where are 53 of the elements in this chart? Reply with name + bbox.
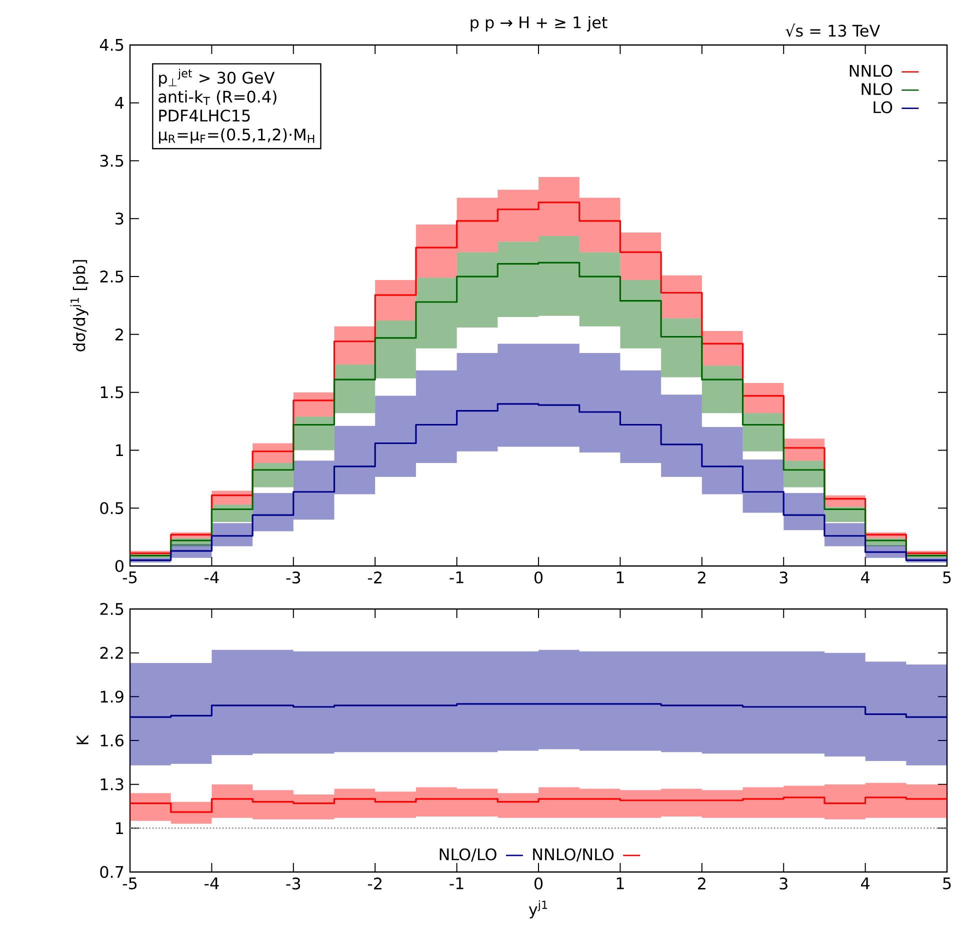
y-tick-label: 4.5 — [100, 39, 124, 51]
x-tick-label: -2 — [368, 571, 382, 584]
text: √s = 13 TeV — [786, 24, 880, 37]
y-tick-label: 0 — [115, 560, 124, 572]
x-tick-label: 3 — [780, 878, 788, 890]
x-tick-label: -4 — [204, 571, 219, 584]
x-tick-label: 0 — [534, 571, 543, 584]
annotation: PDF4LHC15 — [159, 110, 250, 122]
x-tick-label: 1 — [616, 877, 624, 890]
y-tick-label: 1.5 — [100, 386, 124, 398]
annotation: anti-k$_{T}$ (R=0.4) — [158, 90, 276, 106]
y-tick-label: 1.6 — [100, 734, 124, 747]
y-tick-label: 2.5 — [100, 270, 124, 283]
x-tick-label: 4 — [861, 877, 870, 890]
x-tick-label: -3 — [286, 571, 300, 584]
annotation: p$_{⊥}$$^{jet}$ > 30 GeV — [159, 68, 275, 87]
x-tick-label: -1 — [450, 571, 464, 584]
y-tick-label: 1 — [116, 444, 124, 456]
y-tick-label: 0.5 — [100, 502, 124, 514]
x-tick-label: -4 — [204, 877, 219, 890]
x-tick-label: 1 — [616, 571, 624, 584]
y-axis-title: dσ/dy$^{j1}$ [pb] — [70, 260, 88, 352]
x-tick-label: 3 — [780, 571, 788, 584]
legend-label: NNLO/NLO — [533, 848, 614, 862]
y-tick-label: 2.5 — [100, 602, 124, 616]
x-tick-label: 5 — [943, 877, 951, 890]
y-tick-label: 2 — [116, 328, 123, 340]
legend-label: NNLO — [850, 64, 892, 77]
x-tick-label: 5 — [943, 571, 951, 584]
legend-label: NLO/LO — [440, 848, 496, 862]
x-tick-label: -3 — [286, 878, 300, 890]
x-tick-label: -2 — [368, 878, 382, 890]
x-tick-label: -1 — [450, 877, 464, 890]
legend-label: NLO — [862, 83, 892, 96]
y-tick-label: 3 — [116, 212, 124, 225]
legend-label: LO — [874, 101, 892, 114]
y-tick-label: 1 — [116, 822, 124, 834]
y-tick-label: 4 — [115, 97, 124, 109]
x-axis-title: y$^{j1}$ — [528, 900, 548, 918]
x-tick-label: -5 — [122, 571, 137, 584]
y-tick-label: 1.3 — [100, 778, 124, 790]
y-tick-label: 2.2 — [100, 646, 123, 659]
x-tick-label: 0 — [534, 878, 543, 890]
y-tick-label: 3.5 — [100, 154, 124, 167]
x-tick-label: -5 — [122, 877, 137, 890]
x-tick-label: 4 — [861, 571, 870, 584]
y-tick-label: 1.9 — [100, 690, 124, 703]
chart-title: p p → H + ≥ 1 jet — [470, 16, 608, 32]
annotation: μ$_{R}$=μ$_{F}$=(0.5,1,2)·M$_{H}$ — [159, 128, 314, 144]
y-tick-label: 0.7 — [100, 866, 124, 878]
x-tick-label: 2 — [698, 571, 706, 584]
x-tick-label: 2 — [698, 878, 706, 890]
y-axis-title: K — [76, 734, 88, 744]
